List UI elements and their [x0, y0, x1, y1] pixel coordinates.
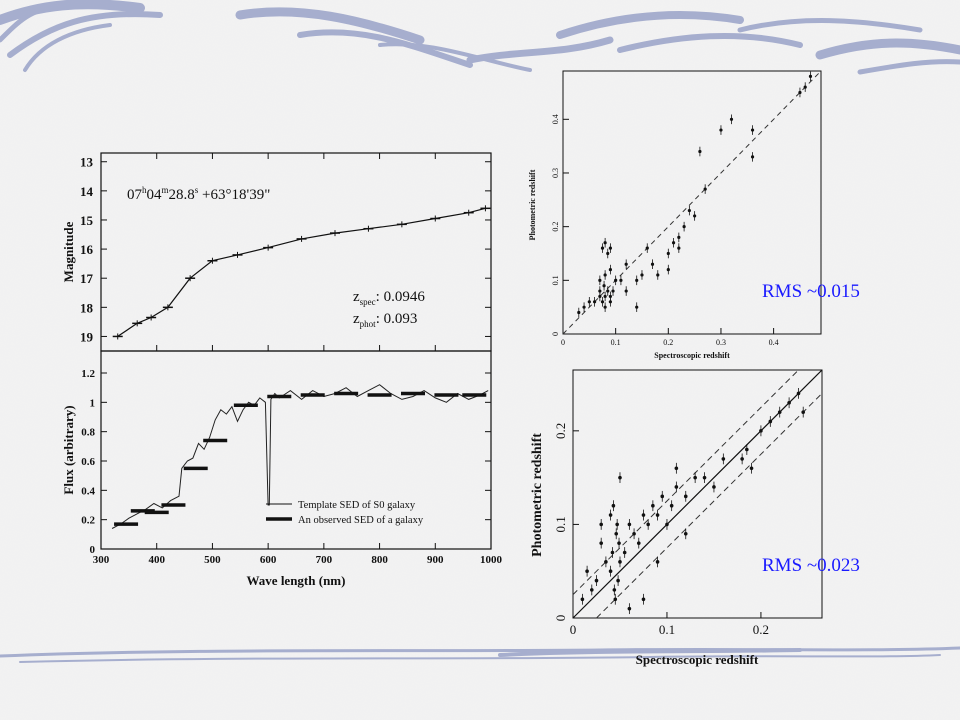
- reference-line: [562, 70, 822, 335]
- scatter-xtick-label: 0.2: [753, 622, 769, 637]
- decorative-swooshes: [0, 0, 960, 663]
- scatter-ytick-label: 0.1: [551, 275, 560, 285]
- top-scatter-frame: [562, 70, 822, 335]
- scatter-ytick-label: 0: [551, 332, 560, 336]
- flux-ytick-label: 0: [90, 544, 96, 556]
- flux-ytick-label: 0.6: [81, 456, 95, 468]
- scatter-ytick-label: 0.2: [553, 423, 568, 439]
- top-scatter-ylabel: Photometric redshift: [528, 169, 537, 240]
- bottom-scatter-ticks: 0 0.1 0.2 0 0.1 0.2: [553, 423, 769, 637]
- magnitude-plot-frame: [100, 152, 492, 352]
- top-scatter-xlabel: Spectroscopic redshift: [654, 351, 730, 360]
- scatter-xtick-label: 0: [570, 622, 577, 637]
- magnitude-axis-ticks: 13 14 15 16 17 18 19: [80, 153, 492, 351]
- flux-xtick-label: 400: [148, 554, 165, 566]
- legend-template: Template SED of S0 galaxy: [298, 500, 416, 511]
- scatter-xtick-label: 0.4: [769, 338, 779, 347]
- sed-figure: 13 14 15 16 17 18 19 07h04m28.8s +63°18'39" zs…: [61, 152, 503, 588]
- mag-ytick-label: 18: [80, 300, 94, 315]
- lower-offset-line: [596, 393, 823, 619]
- reference-line: [572, 369, 823, 619]
- bottom-scatter-points: [572, 369, 823, 619]
- scatter-xtick-label: 0.2: [663, 338, 673, 347]
- mag-ytick-label: 13: [80, 155, 94, 170]
- bottom-scatter-ylabel: Photometric redshift: [530, 433, 545, 557]
- flux-xtick-label: 500: [204, 554, 221, 566]
- scatter-ytick-label: 0.4: [551, 114, 560, 124]
- bottom-scatter-frame: [572, 369, 823, 619]
- mag-ytick-label: 14: [80, 184, 94, 199]
- rms-bottom-annotation: RMS ~0.023: [762, 555, 860, 576]
- scatter-xtick-label: 0.3: [716, 338, 726, 347]
- magnitude-series: [112, 205, 491, 340]
- mag-ytick-label: 16: [80, 242, 94, 257]
- top-scatter-ticks: 0 0.1 0.2 0.3 0.4 0 0.1 0.2 0.3 0.4: [551, 114, 778, 347]
- mag-ytick-label: 15: [80, 213, 94, 228]
- coordinate-label: 07h04m28.8s +63°18'39": [127, 185, 270, 203]
- magnitude-curve: [117, 207, 486, 337]
- flux-ytick-label: 1: [90, 397, 96, 409]
- flux-xtick-label: 600: [260, 554, 277, 566]
- scatter-ytick-label: 0.3: [551, 168, 560, 178]
- scatter-ytick-label: 0: [553, 615, 568, 622]
- mag-ytick-label: 19: [80, 329, 94, 344]
- upper-offset-line: [572, 369, 799, 595]
- template-sed-line: [111, 384, 489, 529]
- top-scatter-plot: 0 0.1 0.2 0.3 0.4 0 0.1 0.2 0.3 0.4 Photometric r…: [528, 70, 822, 360]
- scatter-xtick-label: 0: [561, 338, 565, 347]
- flux-ytick-label: 0.8: [81, 427, 95, 439]
- flux-series: [111, 384, 489, 529]
- flux-axis-ticks: 0 0.2 0.4 0.6 0.8 1 1.2 300 400 500 600 700 800 900 10…: [81, 368, 502, 566]
- flux-xtick-label: 900: [427, 554, 444, 566]
- flux-xtick-label: 700: [316, 554, 333, 566]
- z-spec-label: zspec: 0.0946: [353, 289, 425, 307]
- rms-top-annotation: RMS ~0.015: [762, 281, 860, 302]
- wavelength-axis-label: Wave length (nm): [247, 573, 346, 588]
- flux-xtick-label: 1000: [480, 554, 503, 566]
- flux-legend: Template SED of S0 galaxy An observed SE…: [266, 500, 424, 526]
- flux-xtick-label: 800: [371, 554, 388, 566]
- scatter-xtick-label: 0.1: [659, 622, 675, 637]
- flux-ytick-label: 0.4: [81, 485, 95, 497]
- flux-axis-label: Flux (arbitrary): [61, 405, 76, 494]
- flux-xtick-label: 300: [93, 554, 110, 566]
- legend-observed: An observed SED of a galaxy: [298, 515, 424, 526]
- flux-plot-frame: [100, 350, 492, 550]
- scatter-ytick-label: 0.1: [553, 516, 568, 532]
- flux-ytick-label: 0.2: [81, 515, 95, 527]
- magnitude-axis-label: Magnitude: [61, 221, 76, 282]
- top-scatter-points: [562, 70, 822, 335]
- mag-ytick-label: 17: [80, 271, 94, 286]
- z-phot-label: zphot: 0.093: [353, 311, 417, 329]
- flux-ytick-label: 1.2: [81, 368, 95, 380]
- scatter-xtick-label: 0.1: [611, 338, 621, 347]
- bottom-scatter-plot: 0 0.1 0.2 0 0.1 0.2 Photometric redshift Spec…: [530, 369, 823, 667]
- bottom-scatter-xlabel: Spectroscopic redshift: [636, 652, 759, 667]
- scatter-ytick-label: 0.2: [551, 222, 560, 232]
